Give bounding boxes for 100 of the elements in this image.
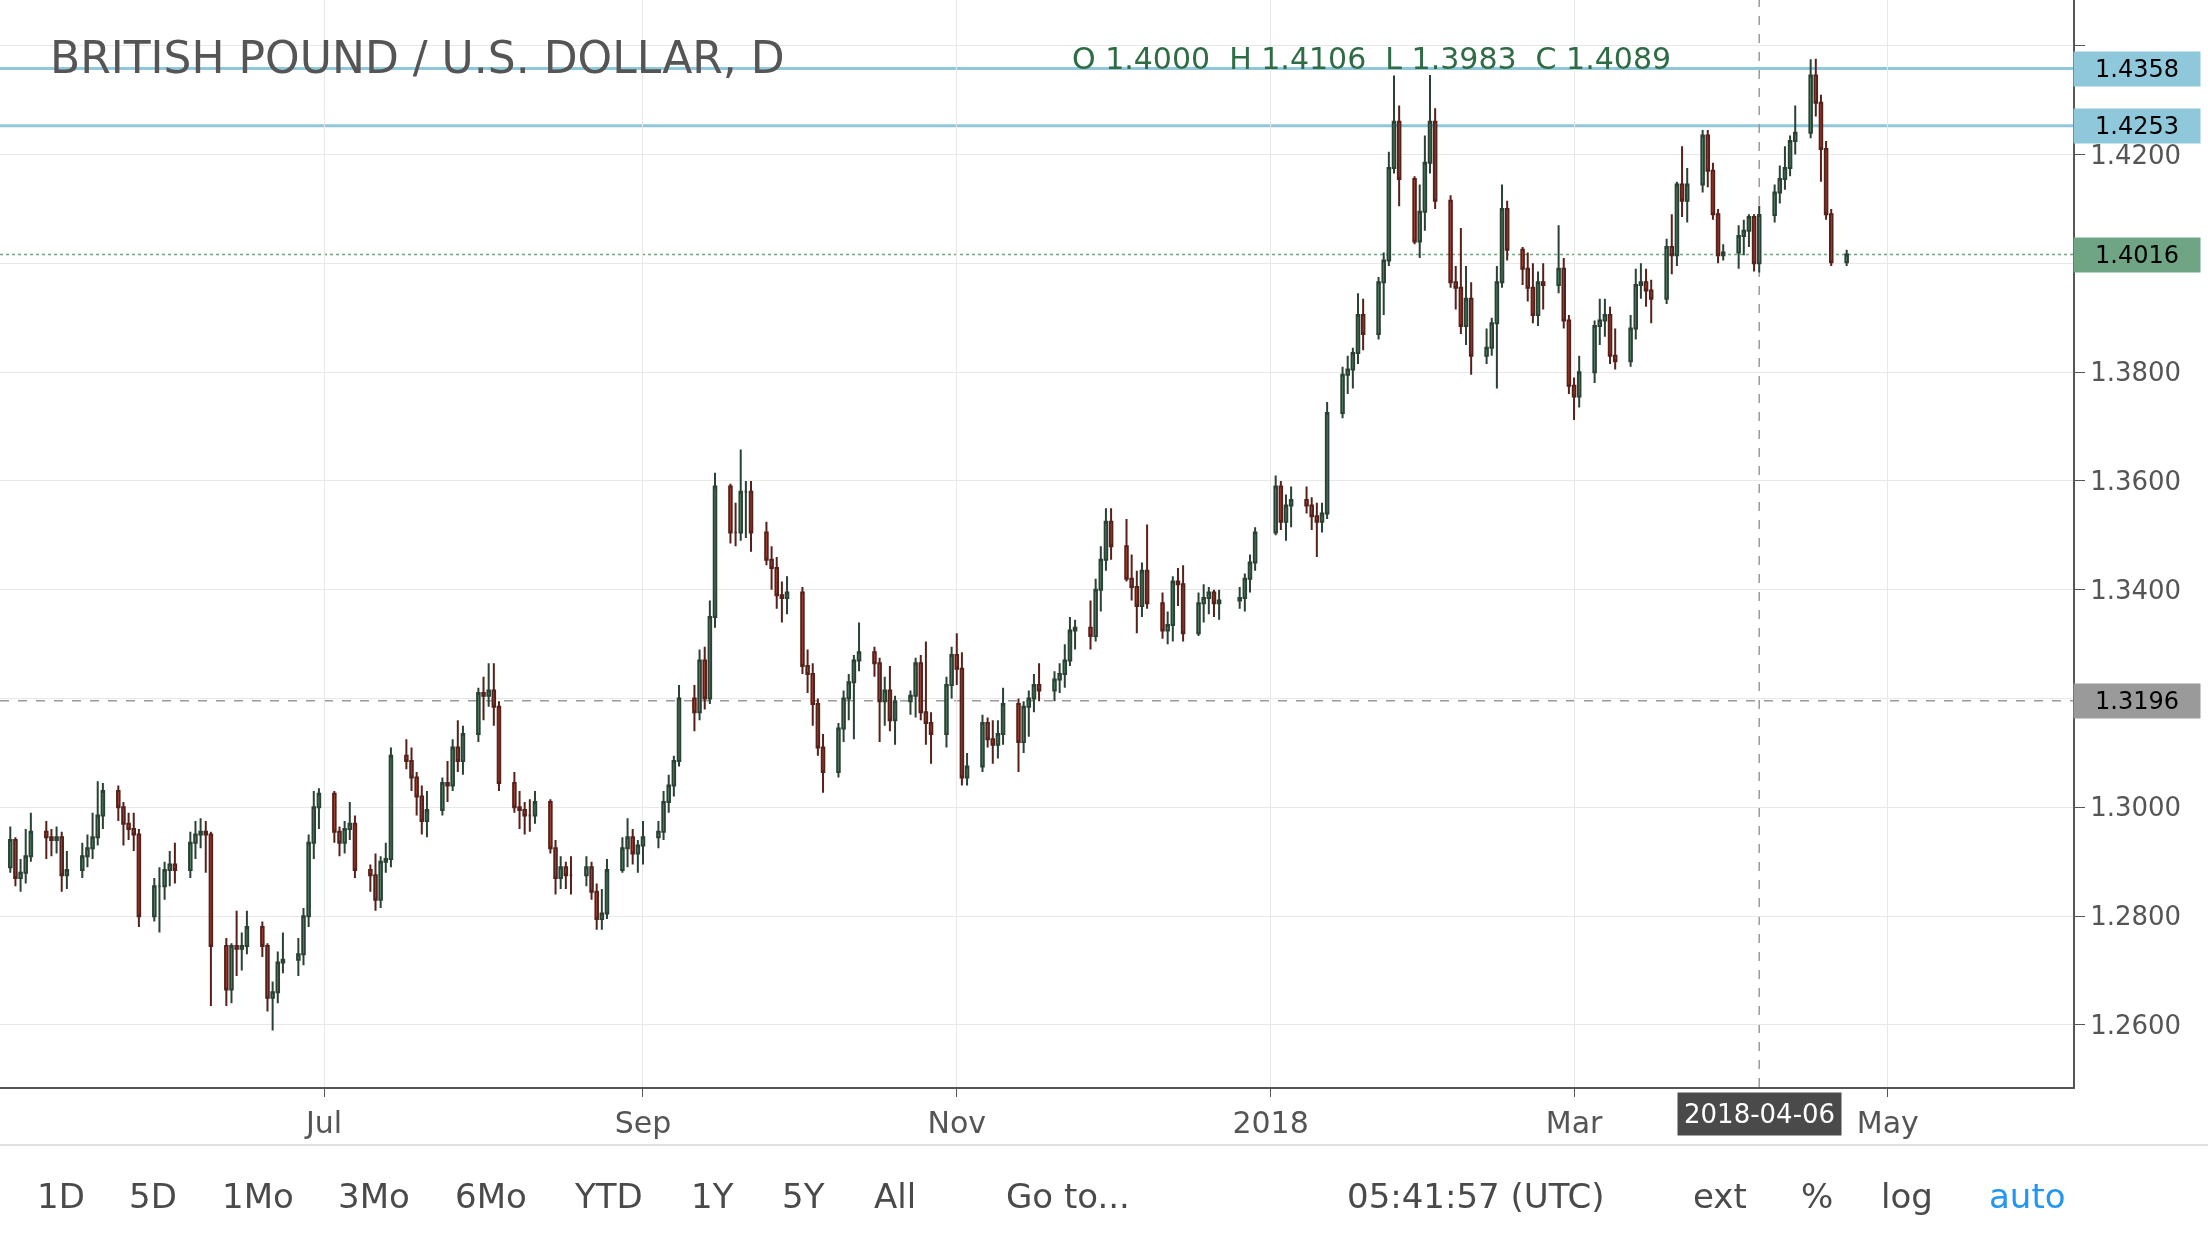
candlestick	[1144, 523, 1150, 610]
candlestick	[1720, 243, 1726, 262]
x-tick-label: Mar	[1545, 1105, 1603, 1140]
candlestick	[980, 713, 985, 773]
ref-line-label: 1.4016	[2095, 241, 2179, 269]
x-tick-label: Jul	[303, 1105, 343, 1140]
candlestick	[1088, 599, 1093, 651]
candlestick	[1463, 265, 1469, 346]
candlestick	[527, 798, 533, 833]
candlestick	[1180, 564, 1186, 643]
candlestick	[1504, 199, 1510, 262]
candlestick	[1108, 507, 1114, 561]
candlestick	[697, 648, 702, 722]
candlestick	[584, 855, 589, 888]
candlestick	[1216, 588, 1222, 621]
candlestick	[558, 855, 563, 890]
candlestick	[388, 746, 394, 869]
candlestick	[476, 686, 481, 744]
candlestick	[352, 814, 358, 880]
candlestick	[440, 776, 445, 817]
candlestick	[743, 479, 749, 540]
y-tick-label: 1.2600	[2090, 1010, 2182, 1041]
candlestick	[1535, 270, 1541, 327]
text: log	[1881, 1176, 1933, 1216]
candlestick	[784, 575, 790, 616]
candlestick	[64, 849, 70, 890]
candlestick	[892, 694, 898, 746]
candlestick	[1036, 662, 1042, 703]
x-tick-label: 2018	[1232, 1105, 1309, 1140]
candlestick	[1607, 305, 1613, 365]
candlestick	[229, 942, 234, 1005]
candlestick	[450, 738, 455, 793]
text: YTD	[574, 1176, 643, 1216]
x-tick-label: Nov	[927, 1105, 987, 1140]
candlestick	[887, 664, 893, 733]
x-tick-label: Sep	[614, 1105, 672, 1140]
y-tick-label: 1.2800	[2090, 901, 2182, 932]
text: Go to...	[1006, 1176, 1130, 1216]
y-tick-label: 1.3000	[2090, 792, 2182, 823]
candlestick	[630, 828, 635, 866]
text: 1D	[37, 1176, 85, 1216]
ref-line-label: 2018-04-06	[1684, 1099, 1836, 1129]
candlestick	[1669, 213, 1675, 276]
candlestick	[54, 825, 59, 855]
candlestick	[1360, 297, 1366, 352]
candlestick	[424, 790, 430, 839]
candlestick	[59, 830, 64, 893]
text: 1Mo	[222, 1176, 294, 1216]
candlestick	[1396, 104, 1402, 208]
candlestick	[1540, 262, 1546, 311]
text: 5D	[129, 1176, 177, 1216]
text: All	[874, 1176, 917, 1216]
candlestick	[445, 760, 450, 803]
candlestick	[1412, 175, 1417, 246]
candlestick	[882, 675, 888, 727]
y-tick-label: 1.3400	[2090, 574, 2182, 605]
candlestick	[172, 841, 178, 885]
candlestick	[234, 909, 239, 978]
candlestick	[1273, 474, 1278, 537]
ref-line-label: 1.4253	[2095, 112, 2179, 140]
ref-line-label: 1.3196	[2095, 687, 2179, 715]
candlestick	[1278, 479, 1284, 531]
y-tick-label: 1.3600	[2090, 466, 2182, 497]
candlestick	[1700, 129, 1705, 194]
candlestick	[748, 479, 754, 553]
y-tick-label: 1.4200	[2090, 139, 2182, 170]
candlestick	[224, 936, 229, 1007]
candlestick	[1679, 145, 1685, 219]
text: 6Mo	[455, 1176, 527, 1216]
candlestick	[964, 751, 970, 787]
candlestick	[702, 645, 707, 711]
candlestick	[13, 836, 18, 888]
candlestick	[1808, 58, 1813, 140]
text: 1Y	[691, 1176, 734, 1216]
text: 3Mo	[338, 1176, 410, 1216]
candlestick	[1139, 561, 1145, 618]
candlestick	[738, 448, 743, 542]
candlestick	[1684, 167, 1690, 224]
candlestick	[692, 683, 697, 733]
candlestick	[1160, 591, 1165, 640]
candlestick	[563, 860, 569, 890]
x-tick-label: May	[1856, 1105, 1919, 1140]
text: 5Y	[782, 1176, 825, 1216]
candlestick	[486, 662, 491, 708]
candlestick	[568, 855, 574, 896]
y-tick-label: 1.3800	[2090, 357, 2182, 388]
ref-line-label: 1.4358	[2095, 55, 2179, 83]
text: 05:41:57 (UTC)	[1347, 1176, 1605, 1216]
candlestick	[1211, 588, 1217, 618]
candlestick	[1576, 354, 1582, 409]
candlestick	[1432, 107, 1438, 210]
annotation: O 1.4000 H 1.4106 L 1.3983 C 1.4089	[1072, 41, 1672, 76]
candlestick	[8, 825, 13, 874]
candlestick	[728, 482, 733, 545]
text: ext	[1693, 1176, 1747, 1216]
candlestick	[481, 675, 486, 722]
candlestick	[532, 790, 538, 825]
text: auto	[1989, 1176, 2066, 1216]
candlestick	[1756, 204, 1762, 274]
candlestick	[1751, 213, 1757, 273]
